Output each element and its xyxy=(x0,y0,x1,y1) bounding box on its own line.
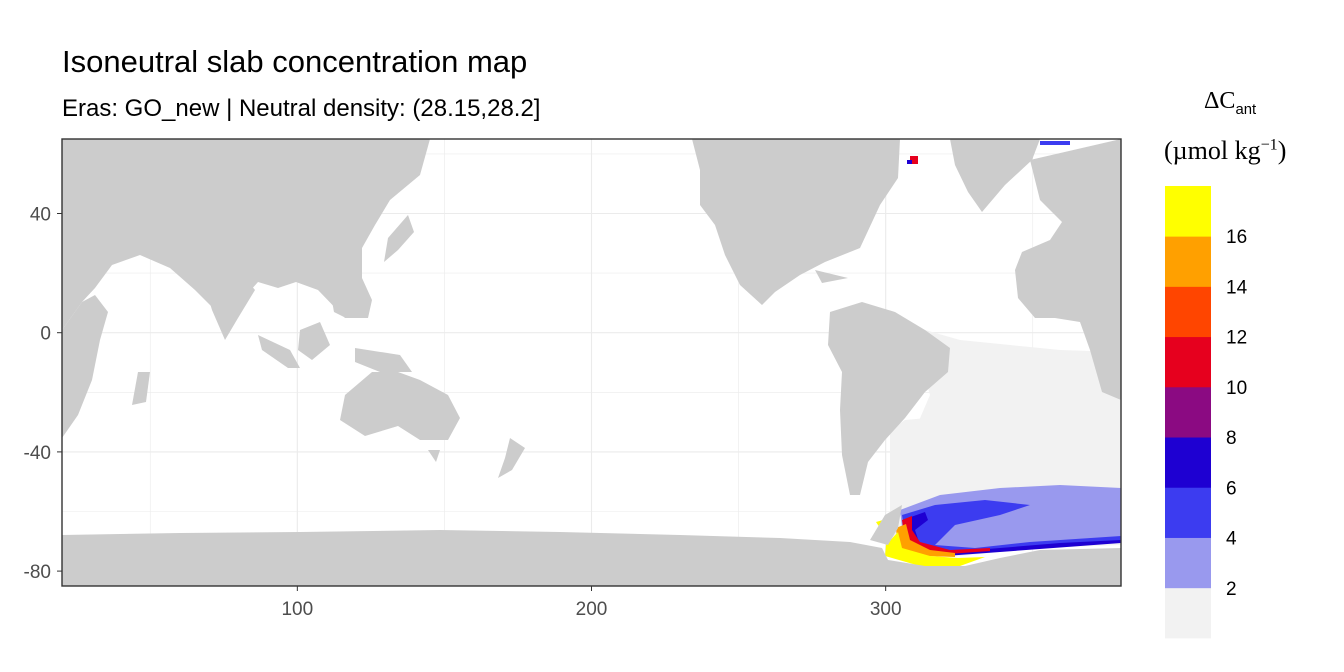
legend-label: 16 xyxy=(1226,227,1247,248)
legend-key xyxy=(1165,487,1211,538)
land-japan xyxy=(384,215,414,262)
legend-key xyxy=(1165,537,1211,589)
x-tick-label: 100 xyxy=(281,599,313,620)
concentration-cell-labrador xyxy=(910,156,918,164)
legend-title-symbol: ΔC xyxy=(1204,88,1236,114)
legend-key xyxy=(1165,386,1211,438)
concentration-cell-2-4 xyxy=(900,485,1121,556)
concentration-cell-14-16 xyxy=(896,524,955,557)
chart-title: Isoneutral slab concentration map xyxy=(62,44,528,79)
heatmap-layer xyxy=(62,139,1121,586)
land-sumatra xyxy=(258,335,300,368)
concentration-cell-arctic xyxy=(1040,141,1070,145)
land-layer xyxy=(62,139,1121,586)
land-new-guinea xyxy=(355,348,412,372)
concentration-cell-6-8 xyxy=(908,512,1121,556)
legend-unit: (µmol kg−1) xyxy=(1164,136,1286,166)
legend-title: ΔCant xyxy=(1204,88,1256,118)
legend-key xyxy=(1165,186,1211,237)
land-north-america xyxy=(692,139,900,305)
land-india xyxy=(200,270,255,340)
concentration-cell-labrador-edge xyxy=(907,160,912,164)
legend-label: 12 xyxy=(1226,328,1247,349)
land-antarctic-peninsula xyxy=(870,505,902,545)
y-tick-label: -40 xyxy=(24,443,51,464)
x-tick-label: 300 xyxy=(870,599,902,620)
legend-key xyxy=(1165,437,1211,488)
legend-label: 8 xyxy=(1226,428,1237,449)
concentration-cell-10-12 xyxy=(902,516,990,554)
legend-label: 4 xyxy=(1226,529,1237,550)
legend-label: 10 xyxy=(1226,378,1247,399)
land-europe-africa-east xyxy=(1015,139,1121,400)
land-madagascar xyxy=(132,372,150,405)
legend-label: 6 xyxy=(1226,478,1237,499)
legend-key xyxy=(1165,286,1211,338)
land-borneo xyxy=(298,322,330,360)
legend-unit-superscript: −1 xyxy=(1260,136,1278,154)
x-tick-label: 200 xyxy=(576,599,608,620)
land-antarctica xyxy=(62,530,1121,586)
y-tick-label: 40 xyxy=(30,205,51,226)
land-uk xyxy=(1068,165,1082,198)
land-south-america xyxy=(828,302,950,495)
legend-key xyxy=(1165,587,1211,639)
legend-key xyxy=(1165,336,1211,388)
legend-unit-text: (µmol kg xyxy=(1164,136,1261,165)
land-africa xyxy=(62,295,108,438)
legend-unit-close: ) xyxy=(1277,136,1287,165)
legend-label: 2 xyxy=(1226,579,1237,600)
y-tick-label: 0 xyxy=(40,324,51,345)
land-greenland xyxy=(950,139,1040,212)
land-new-zealand xyxy=(498,438,525,478)
land-philippines xyxy=(330,290,346,318)
concentration-cell-south-atlantic xyxy=(915,330,1121,440)
land-australia xyxy=(340,372,460,440)
legend: 2 4 6 8 10 12 14 16 xyxy=(1165,186,1248,639)
concentration-cell-16-18 xyxy=(885,532,985,566)
legend-label: 14 xyxy=(1226,277,1248,298)
land-eurasia xyxy=(62,139,430,330)
land-tasmania xyxy=(428,450,440,462)
chart-subtitle: Eras: GO_new | Neutral density: (28.15,2… xyxy=(62,95,541,122)
concentration-cell-4-6 xyxy=(902,500,1121,553)
legend-title-subscript: ant xyxy=(1235,101,1257,118)
y-tick-label: -80 xyxy=(24,562,51,583)
legend-key xyxy=(1165,236,1211,287)
land-cuba xyxy=(815,270,848,283)
